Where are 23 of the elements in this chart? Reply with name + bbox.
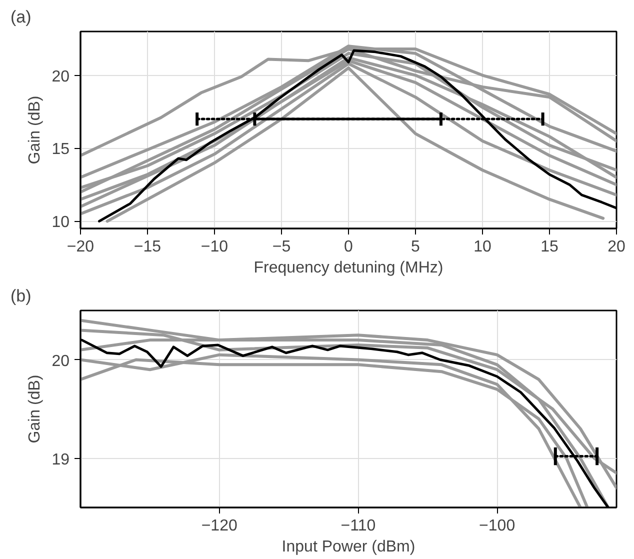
x-tick-label: 15 <box>540 238 558 256</box>
x-tick-label: −120 <box>201 518 238 534</box>
y-tick-label: 20 <box>52 352 70 370</box>
x-axis-title: Frequency detuning (MHz) <box>254 260 444 276</box>
chart-title: (b) <box>10 286 32 306</box>
x-tick-label: −110 <box>340 518 376 534</box>
x-tick-label: −100 <box>479 518 516 534</box>
y-tick-label: 10 <box>52 214 70 232</box>
x-tick-label: −15 <box>134 238 162 256</box>
y-tick-label: 20 <box>52 68 70 86</box>
x-tick-label: −5 <box>272 238 291 256</box>
x-tick-label: 20 <box>608 238 626 256</box>
y-tick-label: 15 <box>52 141 70 158</box>
y-axis-title: Gain (dB) <box>26 374 44 444</box>
y-tick-label: 19 <box>52 451 70 468</box>
x-tick-label: 5 <box>411 238 420 256</box>
x-tick-label: −20 <box>66 238 94 256</box>
chart-title: (a) <box>10 8 32 26</box>
x-axis-title: Input Power (dBm) <box>282 538 416 556</box>
x-tick-label: −10 <box>200 238 228 256</box>
y-axis-title: Gain (dB) <box>26 96 44 164</box>
x-tick-label: 10 <box>474 238 492 256</box>
x-tick-label: 0 <box>344 238 354 256</box>
